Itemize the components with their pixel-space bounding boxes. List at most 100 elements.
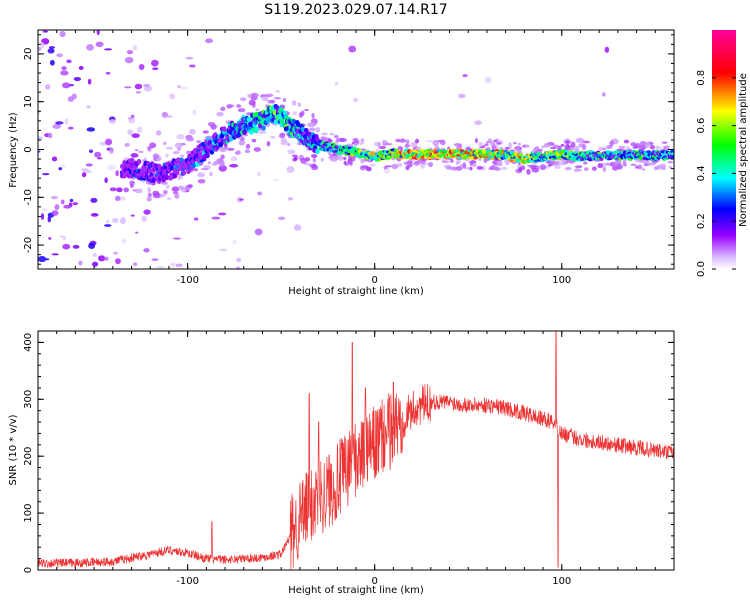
spectrogram-halo-blob: [251, 138, 257, 143]
spectrogram-ridge-cell: [186, 168, 191, 175]
spectrogram-halo-blob: [403, 161, 412, 166]
spectrogram-noise-blob: [89, 149, 94, 154]
spectrogram-halo-blob: [357, 139, 365, 146]
spectrogram-noise-blob: [115, 170, 120, 177]
spectrogram-halo-blob: [266, 140, 271, 147]
spectrogram-halo-blob: [209, 171, 213, 177]
chart-title: S119.2023.029.07.14.R17: [264, 2, 447, 18]
spectrogram-ridge-cell: [261, 125, 266, 131]
spectrogram-noise-blob: [81, 172, 87, 178]
spectrogram-halo-blob: [661, 165, 666, 171]
spectrogram-noise-blob: [458, 93, 466, 99]
spectrogram-noise-blob: [56, 53, 64, 58]
colorbar-tick-label: 0.2: [696, 213, 707, 229]
spectrogram-noise-blob: [352, 97, 359, 103]
spectrogram-ridge-cell: [638, 156, 643, 161]
spectrogram-ridge-cell: [222, 126, 227, 132]
spectrogram-noise-blob: [124, 56, 134, 64]
spectrogram-halo-blob: [160, 181, 168, 185]
spectrogram-halo-blob: [308, 122, 316, 128]
colorbar-tick-label: 0.8: [696, 70, 707, 86]
spectrogram-halo-blob: [287, 149, 296, 155]
spectrogram-noise-blob: [105, 71, 111, 75]
spectrogram-halo-blob: [165, 153, 169, 158]
spectrogram-halo-blob: [637, 164, 643, 170]
spectrogram-halo-blob: [552, 144, 559, 148]
spectrogram-halo-blob: [539, 164, 547, 171]
snr-y-axis-label: SNR (10 * v/v): [8, 414, 19, 485]
spectrogram-halo-blob: [226, 147, 235, 151]
spectrogram-ridge-cell: [300, 126, 306, 132]
spectrogram-halo-blob: [292, 111, 298, 116]
spectrogram-noise-blob: [257, 171, 261, 177]
spectrogram-noise-blob: [151, 258, 159, 261]
spectrogram-halo-blob: [487, 138, 492, 143]
spectrogram-noise-blob: [78, 260, 83, 266]
spectrogram-noise-blob: [40, 42, 45, 49]
spectrogram-halo-blob: [496, 160, 503, 165]
spectrogram-halo-blob: [215, 159, 219, 164]
spectrogram-noise-blob: [80, 168, 90, 172]
spectrogram-halo-blob: [162, 141, 167, 145]
spectrogram-noise-blob: [38, 256, 47, 263]
spectrogram-halo-blob: [311, 153, 318, 159]
spectrogram-halo-blob: [220, 106, 226, 112]
spectrogram-noise-blob: [51, 210, 59, 216]
spectrogram-halo-blob: [582, 140, 591, 144]
spectrogram-halo-blob: [255, 108, 260, 112]
spectrogram-ridge-cell: [130, 163, 135, 169]
spectrogram-halo-blob: [552, 160, 560, 166]
spectrogram-halo-blob: [159, 194, 167, 197]
spectrogram-noise-blob: [170, 262, 176, 267]
spectrogram-halo-blob: [197, 172, 205, 178]
spectrogram-halo-blob: [661, 141, 668, 144]
snr-x-tick-label: -100: [176, 576, 199, 587]
spectrogram-noise-blob: [109, 119, 117, 125]
spectrogram-noise-blob: [40, 213, 45, 220]
spectrogram-noise-blob: [219, 248, 227, 252]
spectrogram-noise-blob: [287, 197, 294, 201]
spectrogram-halo-blob: [336, 137, 340, 143]
spectrogram-halo-blob: [269, 99, 276, 104]
spectrogram-halo-blob: [591, 166, 597, 171]
spectrogram-noise-blob: [86, 44, 94, 51]
spectrogram-noise-blob: [72, 202, 79, 206]
spectrogram-halo-blob: [172, 151, 180, 155]
spectrogram-noise-blob: [42, 30, 49, 33]
spectrogram-halo-blob: [297, 102, 302, 107]
spectrogram-noise-blob: [44, 258, 50, 261]
spectrogram-ridge-cell: [191, 162, 197, 169]
spectrogram-halo-blob: [360, 158, 365, 164]
spectrogram-ridge-cell: [228, 136, 234, 142]
spectrogram-halo-blob: [532, 148, 537, 151]
spectrogram-noise-blob: [48, 132, 53, 139]
spectrogram-halo-blob: [526, 168, 531, 175]
spectrogram-noise-blob: [136, 126, 143, 133]
spectrogram-halo-blob: [171, 186, 180, 192]
spectrogram-noise-blob: [103, 48, 113, 51]
spectrogram-noise-blob: [334, 81, 339, 86]
spectrogram-halo-blob: [535, 166, 542, 169]
spectrogram-halo-blob: [207, 161, 212, 165]
spectrogram-halo-blob: [547, 164, 552, 167]
spectrogram-halo-blob: [639, 141, 647, 146]
spectrogram-noise-blob: [484, 77, 492, 83]
spectrogram-ridge-cell: [352, 146, 357, 151]
spectrogram-noise-blob: [135, 91, 142, 94]
spectrogram-halo-blob: [244, 149, 251, 154]
spectrogram-ridge-cell: [671, 155, 674, 158]
spectrogram-halo-blob: [642, 168, 646, 171]
spectrogram-halo-blob: [258, 130, 267, 134]
spectrogram-halo-blob: [304, 108, 309, 112]
spectrogram-halo-blob: [488, 167, 494, 170]
spectrogram-halo-blob: [399, 138, 406, 143]
spectrogram-noise-blob: [156, 265, 166, 269]
spectrogram-noise-blob: [47, 48, 55, 54]
spectrogram-noise-blob: [69, 198, 74, 203]
spectrogram-x-axis-label: Height of straight line (km): [288, 286, 424, 297]
spectrogram-noise-blob: [104, 224, 112, 227]
spectrogram-halo-blob: [618, 145, 626, 148]
spectrogram-halo-blob: [441, 160, 450, 163]
spectrogram-noise-blob: [115, 195, 121, 202]
spectrogram-halo-blob: [309, 164, 313, 168]
